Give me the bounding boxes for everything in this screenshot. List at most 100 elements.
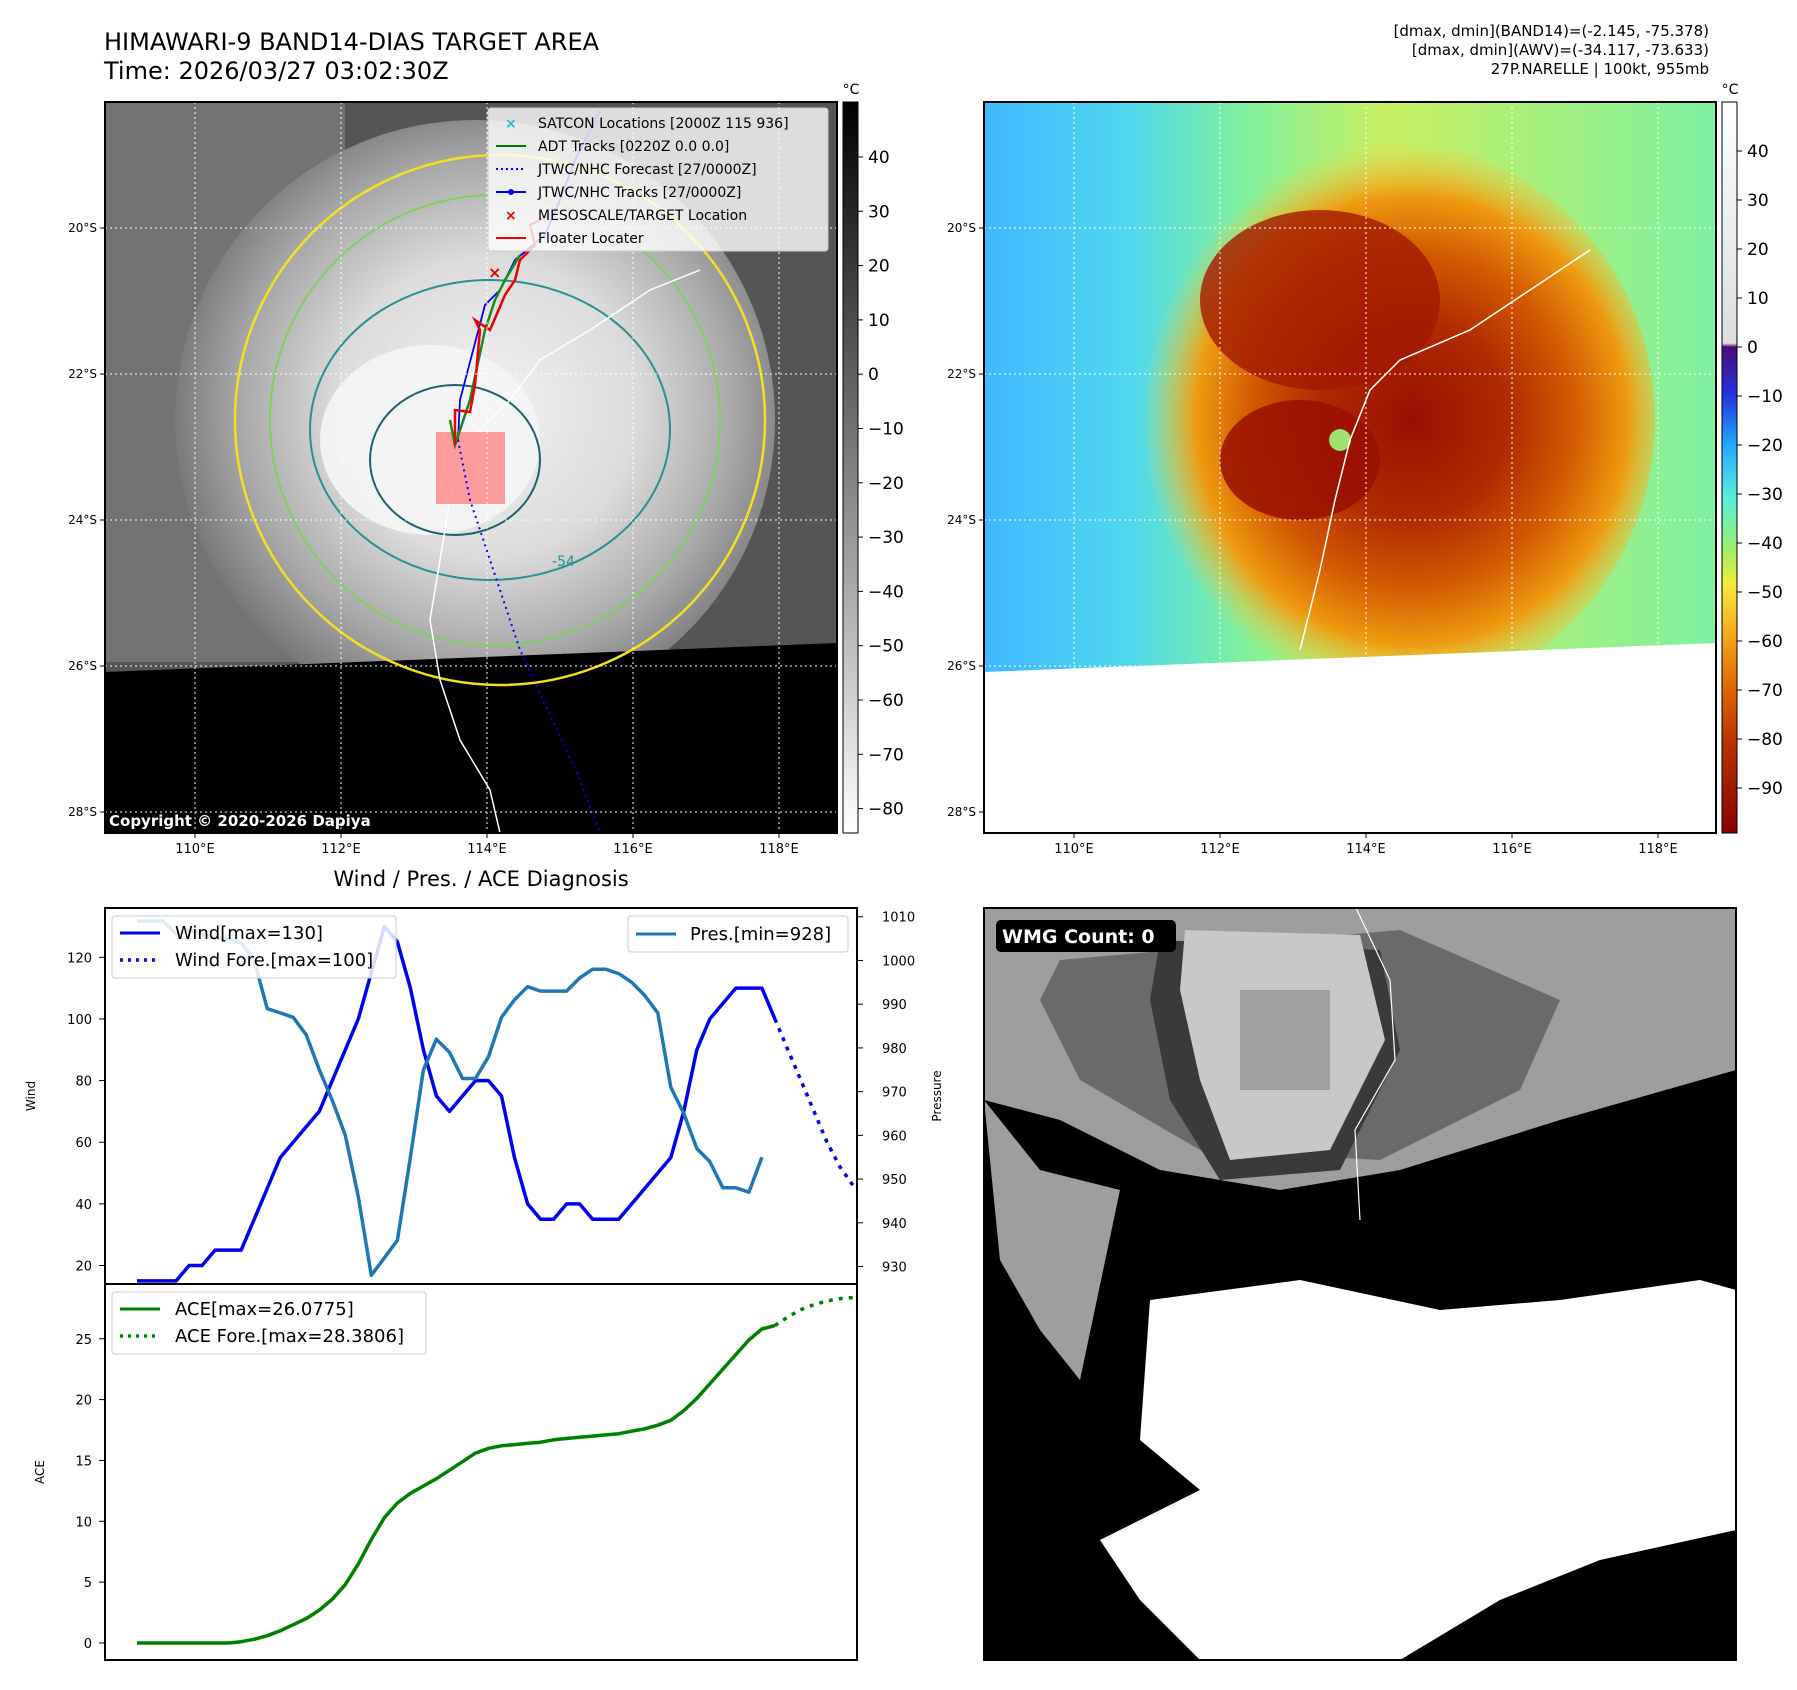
copyright-text: Copyright © 2020-2026 Dapiya xyxy=(109,812,371,830)
ace-ytick-label: 0 xyxy=(84,1637,92,1652)
info-line-1: [dmax, dmin](BAND14)=(-2.145, -75.378) xyxy=(1393,22,1709,40)
lon-label: 118°E xyxy=(759,842,799,857)
ace-plot: 0 5 10 15 20 25 xyxy=(75,1295,854,1652)
lon-label: 114°E xyxy=(467,842,507,857)
pressure-ytick-label: 940 xyxy=(882,1217,907,1232)
ir-lat-labels: 20°S 22°S 24°S 26°S 28°S xyxy=(68,221,105,819)
pressure-ytick-label: 960 xyxy=(882,1129,907,1144)
info-line-2: [dmax, dmin](AWV)=(-34.117, -73.633) xyxy=(1411,41,1709,59)
satcon-legend-icon: × xyxy=(505,116,517,132)
lon-label: 116°E xyxy=(1492,842,1532,857)
awv-satellite-image xyxy=(984,102,1716,833)
contour-teal xyxy=(309,279,671,581)
lat-label: 22°S xyxy=(947,367,976,381)
ace-ytick-label: 5 xyxy=(84,1576,92,1591)
colorbar-tick-label: −10 xyxy=(1747,387,1783,407)
wmg-image xyxy=(984,908,1736,1660)
awv-colorbar-ticks: 40 30 20 10 0 −10 −20 −30 −40 −50 −60 −70 −80 −90 xyxy=(1737,142,1783,799)
colorbar-tick-label: −30 xyxy=(1747,485,1783,505)
colorbar-tick-label: −40 xyxy=(868,582,904,602)
legend-floater: Floater Locater xyxy=(538,231,644,247)
colorbar-tick-label: −40 xyxy=(1747,534,1783,554)
ir-colorbar-unit: °C xyxy=(843,82,860,98)
colorbar-tick-label: 40 xyxy=(1747,142,1769,162)
colorbar-tick-label: 40 xyxy=(868,148,890,168)
wind-ytick-label: 40 xyxy=(75,1198,92,1213)
ace-ytick-label: 25 xyxy=(75,1333,92,1348)
lat-label: 20°S xyxy=(68,221,97,235)
lat-label: 22°S xyxy=(68,367,97,381)
ir-colorbar xyxy=(842,101,859,834)
wind-ylabel: Wind xyxy=(24,1081,38,1111)
lon-label: 114°E xyxy=(1346,842,1386,857)
colorbar-tick-label: −50 xyxy=(1747,583,1783,603)
mesoscale-target-marker: × xyxy=(488,263,501,282)
pressure-ytick-label: 990 xyxy=(882,998,907,1013)
awv-lat-labels: 20°S 22°S 24°S 26°S 28°S xyxy=(947,221,984,819)
pressure-ytick-label: 930 xyxy=(882,1261,907,1276)
contour-label: -54 xyxy=(552,554,575,570)
awv-coastline xyxy=(1299,249,1591,651)
awv-map-frame xyxy=(983,101,1717,834)
colorbar-tick-label: −50 xyxy=(868,637,904,657)
pressure-ylabel: Pressure xyxy=(930,1070,944,1121)
wmg-count-badge xyxy=(996,920,1176,952)
title-line-1: HIMAWARI-9 BAND14-DIAS TARGET AREA xyxy=(104,28,600,56)
legend-ace: ACE[max=26.0775] xyxy=(175,1299,354,1320)
awv-grid xyxy=(984,102,1716,833)
floater-box xyxy=(436,432,505,504)
colorbar-tick-label: 30 xyxy=(1747,191,1769,211)
lat-label: 28°S xyxy=(68,805,97,819)
colorbar-tick-label: −10 xyxy=(868,420,904,440)
pressure-ytick-label: 1010 xyxy=(882,911,915,926)
wind-line xyxy=(137,924,777,1283)
storm-info: [dmax, dmin](BAND14)=(-2.145, -75.378) [… xyxy=(1394,22,1709,79)
ace-ytick-label: 15 xyxy=(75,1454,92,1469)
legend-pressure: Pres.[min=928] xyxy=(690,924,831,945)
figure-title: HIMAWARI-9 BAND14-DIAS TARGET AREA Time:… xyxy=(104,28,599,86)
legend-tracks: JTWC/NHC Tracks [27/0000Z] xyxy=(537,185,741,201)
colorbar-tick-label: 10 xyxy=(868,311,890,331)
wind-ytick-label: 20 xyxy=(75,1260,92,1275)
lat-label: 24°S xyxy=(68,513,97,527)
legend-ace-fore: ACE Fore.[max=28.3806] xyxy=(175,1326,404,1347)
ace-ytick-label: 10 xyxy=(75,1515,92,1530)
legend-adt: ADT Tracks [0220Z 0.0 0.0] xyxy=(538,139,729,155)
wind-ytick-label: 120 xyxy=(67,951,92,966)
wmg-coastline xyxy=(1354,908,1396,1221)
ace-ytick-label: 20 xyxy=(75,1394,92,1409)
colorbar-tick-label: 10 xyxy=(1747,289,1769,309)
awv-colorbar xyxy=(1721,101,1738,834)
ace-line xyxy=(137,1323,776,1645)
ir-grid xyxy=(105,102,837,833)
legend-forecast: JTWC/NHC Forecast [27/0000Z] xyxy=(537,162,757,178)
title-line-2: Time: 2026/03/27 03:02:30Z xyxy=(104,57,449,85)
colorbar-tick-label: 20 xyxy=(868,257,890,277)
colorbar-tick-label: −30 xyxy=(868,528,904,548)
ir-lon-labels: 110°E 112°E 114°E 116°E 118°E xyxy=(175,833,799,857)
mesoscale-legend-icon: × xyxy=(505,208,517,224)
map-legend: × × SATCON Locations [2000Z 115 936] ADT… xyxy=(487,107,829,252)
pressure-ytick-label: 970 xyxy=(882,1086,907,1101)
lat-label: 26°S xyxy=(68,659,97,673)
lat-label: 24°S xyxy=(947,513,976,527)
wind-forecast-line xyxy=(773,1018,855,1187)
lon-label: 110°E xyxy=(175,842,215,857)
wmg-frame xyxy=(983,907,1737,1661)
ir-map-frame xyxy=(104,101,838,834)
wind-legend: Wind[max=130] Wind Fore.[max=100] xyxy=(111,915,397,979)
legend-satcon: SATCON Locations [2000Z 115 936] xyxy=(538,116,789,132)
colorbar-tick-label: −80 xyxy=(1747,730,1783,750)
colorbar-tick-label: −70 xyxy=(1747,681,1783,701)
ace-forecast-line xyxy=(773,1295,854,1328)
ace-ylabel: ACE xyxy=(33,1460,47,1484)
lon-label: 118°E xyxy=(1638,842,1678,857)
awv-colorbar-unit: °C xyxy=(1722,82,1739,98)
legend-wind-fore: Wind Fore.[max=100] xyxy=(175,950,373,971)
pressure-legend: Pres.[min=928] xyxy=(627,915,849,953)
colorbar-tick-label: −20 xyxy=(868,474,904,494)
info-line-3: 27P.NARELLE | 100kt, 955mb xyxy=(1490,60,1709,78)
lat-label: 26°S xyxy=(947,659,976,673)
pressure-ytick-label: 1000 xyxy=(882,954,915,969)
wmg-count-label: WMG Count: 0 xyxy=(1002,926,1155,948)
